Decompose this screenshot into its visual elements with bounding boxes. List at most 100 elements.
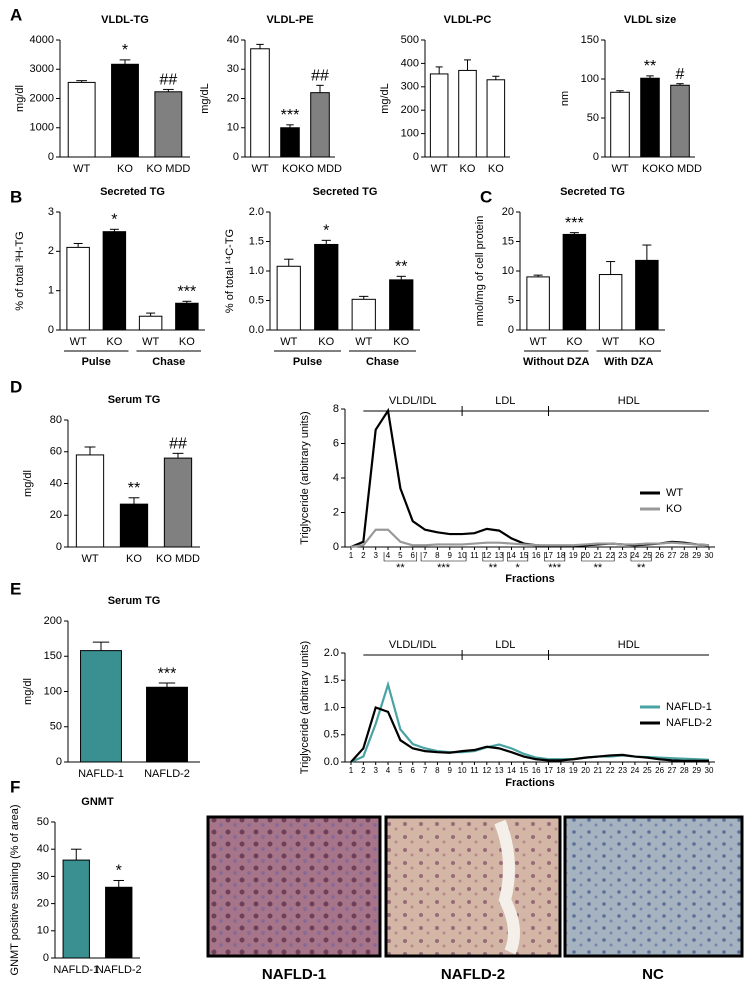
y-tick-label: 15	[502, 235, 514, 247]
x-tick-label: 24	[630, 766, 639, 775]
y-tick-label: 40	[37, 843, 49, 855]
legend-label: KO	[666, 503, 682, 515]
bar	[526, 276, 550, 331]
x-tick-label: 27	[668, 766, 677, 775]
y-axis-label: % of total ¹⁴C-TG	[224, 229, 236, 313]
y-tick-label: 4000	[30, 34, 54, 46]
x-tick-label: 26	[655, 766, 664, 775]
bar	[146, 686, 188, 763]
panel-label: F	[10, 777, 20, 796]
y-axis-label: mg/dl	[22, 678, 34, 705]
bar	[154, 91, 183, 158]
bar	[66, 246, 90, 331]
x-tick-label: 23	[618, 551, 627, 560]
y-tick-label: 30	[227, 63, 239, 75]
chart-title: VLDL size	[624, 14, 676, 26]
x-tick-label: 12	[482, 551, 491, 560]
y-tick-label: 1.5	[249, 235, 264, 247]
x-tick-label: 20	[581, 766, 590, 775]
y-tick-label: 0	[413, 151, 419, 163]
annotation: ##	[169, 436, 187, 453]
chart-title: Secreted TG	[560, 186, 625, 198]
y-tick-label: 100	[44, 685, 62, 697]
x-tick-label: 3	[373, 766, 378, 775]
x-tick-label: 12	[482, 766, 491, 775]
image-caption: NC	[642, 966, 664, 983]
y-tick-label: 20	[227, 92, 239, 104]
x-tick-label: 19	[569, 766, 578, 775]
x-axis-label: Fractions	[505, 573, 555, 585]
x-tick-label: 28	[680, 551, 689, 560]
chart-title: VLDL-PC	[444, 14, 492, 26]
y-tick-label: 0	[43, 952, 49, 964]
image-nc	[563, 815, 744, 958]
bar	[598, 274, 623, 331]
x-tick-label: 8	[435, 766, 440, 775]
annotation: *	[116, 863, 122, 880]
x-tick-label: 29	[692, 551, 701, 560]
y-tick-label: 1	[48, 285, 54, 297]
bar	[163, 457, 193, 548]
x-tick-label: 30	[705, 551, 714, 560]
vessel	[494, 819, 520, 955]
y-tick-label: 150	[44, 650, 62, 662]
y-tick-label: 200	[401, 104, 419, 116]
panel-label: A	[10, 5, 22, 24]
y-tick-label: 10	[502, 265, 514, 277]
legend-label: NAFLD-1	[666, 701, 712, 713]
bar	[105, 886, 133, 959]
chart-title: Secreted TG	[100, 186, 165, 198]
y-tick-label: 30	[37, 870, 49, 882]
x-tick-label: 7	[423, 766, 428, 775]
y-tick-label: 40	[50, 477, 62, 489]
y-tick-label: 3	[48, 206, 54, 218]
x-tick-label: 13	[495, 766, 504, 775]
y-tick-label: 2.0	[249, 206, 264, 218]
significance-bracket	[383, 552, 418, 562]
y-axis-label: mg/dl	[14, 85, 26, 112]
y-tick-label: 0	[48, 151, 54, 163]
significance-label: **	[396, 562, 405, 574]
bar	[458, 69, 477, 158]
y-tick-label: 400	[401, 57, 419, 69]
group-label: With DZA	[604, 356, 653, 368]
bar	[429, 73, 449, 158]
x-tick-label: WT	[530, 336, 547, 348]
bar	[670, 84, 690, 158]
x-tick-label: NAFLD-2	[144, 768, 190, 780]
panel-label: D	[10, 377, 22, 396]
y-axis-label: % of total ³H-TG	[14, 231, 26, 310]
y-axis-label: mg/dL	[379, 83, 391, 114]
annotation: ***	[281, 107, 300, 124]
x-tick-label: KO MDD	[298, 163, 342, 175]
chart-title: Secreted TG	[313, 186, 378, 198]
panel-label: B	[10, 187, 22, 206]
y-axis-label: mg/dL	[199, 83, 211, 114]
x-tick-label: 18	[556, 766, 565, 775]
x-tick-label: 7	[423, 551, 428, 560]
significance-bracket	[630, 552, 652, 562]
x-tick-label: 17	[544, 766, 553, 775]
y-tick-label: 50	[37, 816, 49, 828]
x-tick-label: WT	[142, 336, 159, 348]
group-label: Pulse	[293, 356, 322, 368]
significance-label: **	[637, 562, 646, 574]
region-label: VLDL/IDL	[389, 395, 437, 407]
annotation: *	[122, 42, 128, 59]
y-tick-label: 20	[37, 898, 49, 910]
bar	[80, 650, 122, 763]
y-tick-label: 0	[233, 151, 239, 163]
region-label: VLDL/IDL	[389, 639, 437, 651]
x-tick-label: KO	[126, 553, 142, 565]
annotation: #	[676, 66, 685, 83]
x-tick-label: KO MDD	[658, 163, 702, 175]
x-tick-label: 8	[435, 551, 440, 560]
x-tick-label: KO	[117, 163, 133, 175]
x-tick-label: 23	[618, 766, 627, 775]
y-tick-label: 2.0	[324, 647, 339, 659]
x-tick-label: 24	[630, 551, 639, 560]
x-tick-label: 3	[373, 551, 378, 560]
y-tick-label: 0	[593, 151, 599, 163]
x-axis-label: Fractions	[505, 777, 555, 789]
